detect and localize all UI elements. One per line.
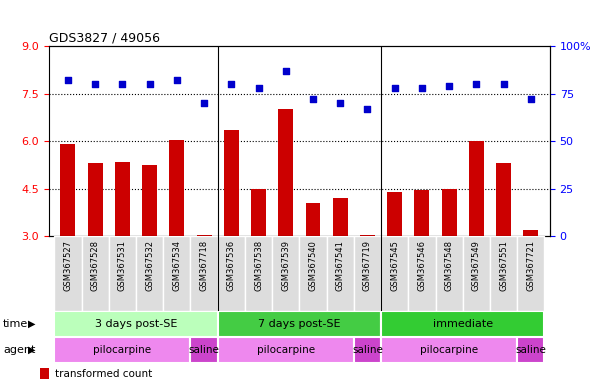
- Text: ▶: ▶: [27, 345, 35, 355]
- Point: [417, 85, 427, 91]
- Bar: [306, 203, 321, 236]
- Bar: [251, 189, 266, 236]
- Bar: [54, 311, 218, 337]
- Bar: [496, 163, 511, 236]
- Text: GDS3827 / 49056: GDS3827 / 49056: [49, 32, 160, 45]
- Bar: [278, 109, 293, 236]
- Bar: [524, 230, 538, 236]
- Point: [526, 96, 536, 103]
- Bar: [381, 236, 408, 311]
- Text: saline: saline: [516, 345, 546, 355]
- Text: agent: agent: [3, 345, 35, 355]
- Point: [117, 81, 127, 87]
- Text: GSM367531: GSM367531: [118, 240, 127, 291]
- Text: saline: saline: [352, 345, 383, 355]
- Text: GSM367538: GSM367538: [254, 240, 263, 291]
- Text: GSM367545: GSM367545: [390, 240, 399, 291]
- Bar: [218, 337, 354, 363]
- Point: [362, 106, 372, 112]
- Bar: [163, 236, 191, 311]
- Text: transformed count: transformed count: [55, 369, 152, 379]
- Bar: [136, 236, 163, 311]
- Point: [281, 68, 291, 74]
- Bar: [387, 192, 402, 236]
- Bar: [436, 236, 463, 311]
- Text: GSM367539: GSM367539: [281, 240, 290, 291]
- Text: GSM367532: GSM367532: [145, 240, 154, 291]
- Bar: [115, 162, 130, 236]
- Bar: [224, 130, 239, 236]
- Point: [145, 81, 155, 87]
- Bar: [442, 189, 456, 236]
- Point: [308, 96, 318, 103]
- Text: GSM367541: GSM367541: [335, 240, 345, 291]
- Bar: [81, 236, 109, 311]
- Bar: [518, 236, 544, 311]
- Bar: [408, 236, 436, 311]
- Text: GSM367536: GSM367536: [227, 240, 236, 291]
- Bar: [60, 144, 75, 236]
- Point: [472, 81, 481, 87]
- Bar: [381, 337, 518, 363]
- Point: [444, 83, 454, 89]
- Point: [63, 77, 73, 83]
- Bar: [142, 165, 157, 236]
- Text: GSM367548: GSM367548: [445, 240, 453, 291]
- Bar: [40, 368, 49, 379]
- Bar: [354, 236, 381, 311]
- Bar: [333, 198, 348, 236]
- Text: GSM367546: GSM367546: [417, 240, 426, 291]
- Point: [499, 81, 508, 87]
- Text: GSM367549: GSM367549: [472, 240, 481, 291]
- Text: GSM367718: GSM367718: [200, 240, 208, 291]
- Text: ▶: ▶: [27, 319, 35, 329]
- Point: [227, 81, 236, 87]
- Text: time: time: [3, 319, 28, 329]
- Bar: [197, 235, 211, 236]
- Text: 3 days post-SE: 3 days post-SE: [95, 319, 177, 329]
- Point: [90, 81, 100, 87]
- Point: [172, 77, 181, 83]
- Bar: [360, 235, 375, 236]
- Bar: [327, 236, 354, 311]
- Bar: [54, 337, 191, 363]
- Bar: [490, 236, 518, 311]
- Text: GSM367527: GSM367527: [64, 240, 73, 291]
- Bar: [245, 236, 272, 311]
- Bar: [272, 236, 299, 311]
- Point: [199, 100, 209, 106]
- Bar: [463, 236, 490, 311]
- Bar: [109, 236, 136, 311]
- Text: GSM367721: GSM367721: [526, 240, 535, 291]
- Text: 7 days post-SE: 7 days post-SE: [258, 319, 341, 329]
- Text: GSM367551: GSM367551: [499, 240, 508, 291]
- Text: pilocarpine: pilocarpine: [420, 345, 478, 355]
- Text: pilocarpine: pilocarpine: [93, 345, 152, 355]
- Bar: [191, 236, 218, 311]
- Text: GSM367534: GSM367534: [172, 240, 181, 291]
- Bar: [169, 139, 185, 236]
- Text: pilocarpine: pilocarpine: [257, 345, 315, 355]
- Bar: [518, 337, 544, 363]
- Text: saline: saline: [189, 345, 219, 355]
- Text: immediate: immediate: [433, 319, 493, 329]
- Bar: [88, 163, 103, 236]
- Bar: [299, 236, 327, 311]
- Point: [390, 85, 400, 91]
- Point: [254, 85, 263, 91]
- Bar: [54, 236, 81, 311]
- Bar: [381, 311, 544, 337]
- Bar: [414, 190, 430, 236]
- Text: GSM367528: GSM367528: [90, 240, 100, 291]
- Bar: [354, 337, 381, 363]
- Bar: [191, 337, 218, 363]
- Bar: [218, 311, 381, 337]
- Point: [335, 100, 345, 106]
- Bar: [469, 141, 484, 236]
- Bar: [218, 236, 245, 311]
- Text: GSM367719: GSM367719: [363, 240, 372, 291]
- Text: GSM367540: GSM367540: [309, 240, 318, 291]
